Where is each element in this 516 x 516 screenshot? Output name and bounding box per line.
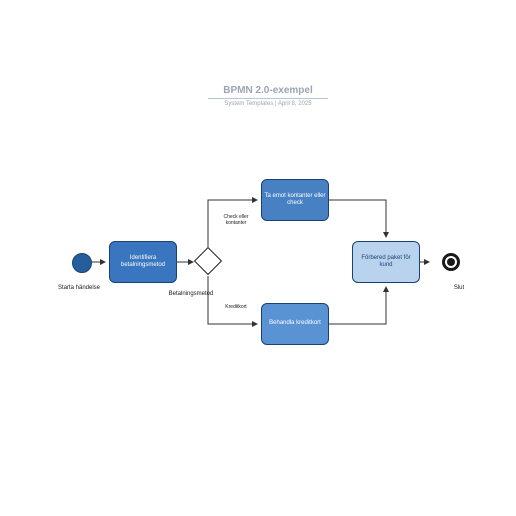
end-event (442, 253, 460, 271)
diagram-subtitle: System Templates | April 8, 2025 (208, 101, 328, 107)
edge-label-e3: Kreditkort (216, 305, 256, 311)
edge-5 (329, 287, 386, 324)
task-t3: Behandla kreditkort (261, 303, 329, 345)
diagram-header: BPMN 2.0-exempel System Templates | Apri… (208, 85, 328, 107)
task-t2: Ta emot kontanter eller check (261, 179, 329, 221)
edge-label-e2: Check eller kontanter (216, 215, 256, 227)
diagram-title: BPMN 2.0-exempel (208, 85, 328, 99)
label-start: Starta händelse (57, 285, 101, 292)
diagram-canvas: BPMN 2.0-exempel System Templates | Apri… (0, 0, 516, 516)
task-t4: Förbered paket för kund (352, 241, 420, 283)
label-end: Slut (449, 285, 469, 292)
label-gw: Betalningsmetod (163, 291, 219, 298)
start-event (72, 253, 92, 273)
edge-4 (329, 200, 386, 237)
edge-3 (208, 276, 257, 324)
gateway-gw (194, 247, 222, 275)
task-t1: Identifiera betalningsmetod (109, 241, 177, 283)
